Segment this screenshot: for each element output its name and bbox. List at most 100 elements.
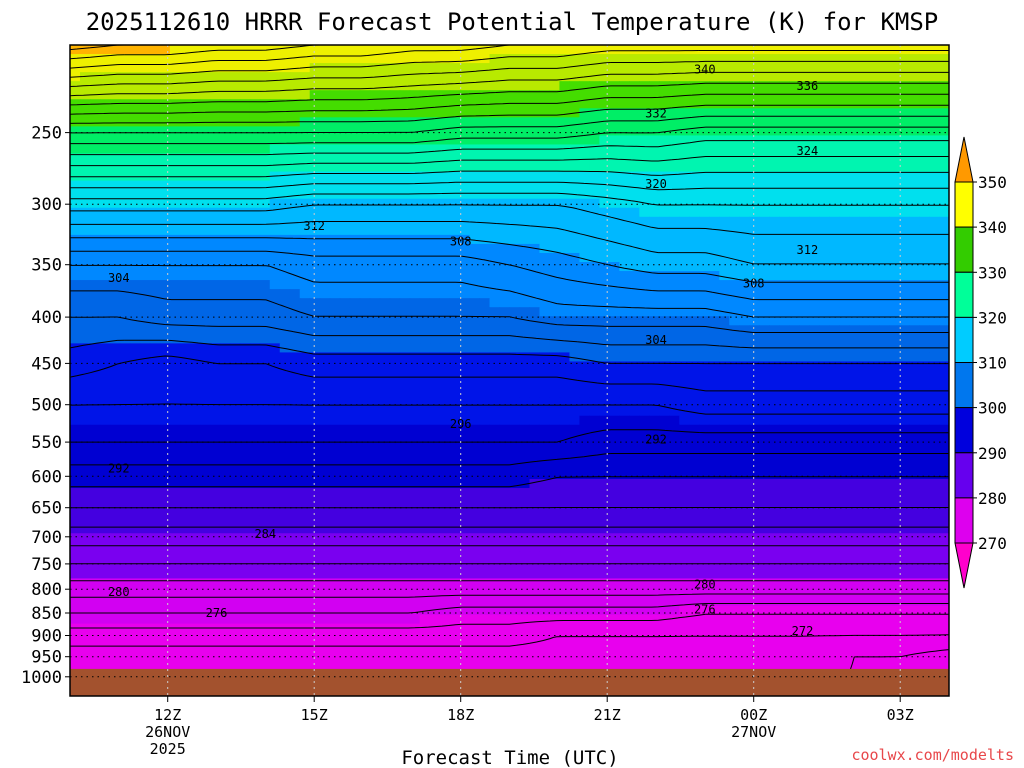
theta-fill-cell [209,144,221,155]
theta-fill-cell [939,90,949,100]
theta-fill-cell [639,542,650,552]
theta-fill-cell [659,406,670,417]
theta-fill-cell [799,180,810,191]
theta-fill-cell [779,361,790,372]
theta-fill-cell [229,460,241,471]
theta-fill-cell [419,551,431,561]
theta-fill-cell [649,289,660,299]
theta-fill-cell [199,451,211,462]
theta-fill-cell [789,397,800,408]
theta-fill-cell [829,216,840,227]
theta-fill-cell [469,207,481,218]
theta-fill-cell [399,479,411,489]
theta-fill-cell [99,506,111,516]
theta-fill-cell [469,216,481,227]
theta-fill-cell [779,325,790,335]
theta-fill-cell [229,515,241,525]
theta-fill-cell [309,234,321,245]
theta-fill-cell [669,334,680,344]
theta-fill-cell [249,415,261,426]
theta-fill-cell [639,397,650,408]
theta-fill-cell [309,271,321,281]
theta-fill-cell [859,370,870,381]
theta-fill-cell [119,144,131,155]
theta-fill-cell [939,388,949,399]
theta-fill-cell [579,45,591,55]
theta-fill-cell [489,343,501,354]
theta-fill-cell [939,424,949,435]
theta-fill-cell [909,234,920,245]
theta-fill-cell [229,497,241,507]
theta-fill-cell [489,72,501,82]
theta-fill-cell [579,442,591,453]
theta-fill-cell [129,280,141,290]
theta-fill-cell [569,388,581,399]
theta-fill-cell [259,126,271,137]
theta-fill-cell [199,243,211,254]
theta-fill-cell [869,397,880,408]
theta-fill-cell [879,298,890,308]
theta-fill-cell [449,325,461,335]
theta-fill-cell [669,460,680,471]
theta-fill-cell [149,334,161,344]
theta-fill-cell [619,451,630,462]
theta-fill-cell [829,460,840,471]
theta-fill-cell [709,243,720,254]
theta-fill-cell [509,479,521,489]
theta-fill-cell [889,289,900,299]
theta-fill-cell [359,207,371,218]
theta-fill-cell [499,515,511,525]
theta-fill-cell [929,243,940,254]
theta-fill-cell [869,334,880,344]
theta-fill-cell [299,207,311,218]
theta-fill-cell [899,406,910,417]
theta-fill-cell [99,81,111,91]
theta-fill-cell [199,153,211,164]
theta-fill-cell [329,542,341,552]
theta-fill-cell [489,289,501,299]
theta-fill-cell [439,533,451,543]
theta-fill-cell [629,144,640,155]
theta-fill-cell [509,126,521,137]
theta-fill-cell [79,262,91,272]
theta-fill-cell [379,171,391,182]
theta-fill-cell [419,271,431,281]
theta-fill-cell [849,298,860,308]
theta-fill-cell [679,515,690,525]
theta-fill-cell [219,81,231,91]
theta-fill-cell [419,325,431,335]
theta-fill-cell [709,479,720,489]
theta-fill-cell [819,424,830,435]
theta-fill-cell [879,225,890,236]
theta-fill-cell [689,451,700,462]
theta-fill-cell [419,533,431,543]
theta-fill-cell [249,225,261,236]
theta-fill-cell [779,460,790,471]
theta-fill-cell [109,99,121,109]
theta-fill-cell [439,171,451,182]
theta-fill-cell [739,433,750,444]
theta-fill-cell [169,451,181,462]
theta-fill-cell [939,108,949,118]
theta-fill-cell [139,189,151,200]
theta-fill-cell [679,135,690,146]
theta-fill-cell [289,533,301,543]
theta-fill-cell [719,153,730,164]
theta-fill-cell [919,479,930,489]
theta-fill-cell [189,361,201,372]
theta-fill-cell [749,216,760,227]
theta-fill-cell [609,370,620,381]
theta-fill-cell [709,225,720,236]
theta-fill-cell [679,289,690,299]
theta-fill-cell [889,225,900,236]
theta-fill-cell [329,370,341,381]
theta-fill-cell [579,289,591,299]
theta-fill-cell [719,424,730,435]
theta-fill-cell [169,388,181,399]
theta-fill-cell [819,379,830,390]
theta-fill-cell [779,243,790,254]
theta-fill-cell [859,63,870,73]
theta-fill-cell [389,99,401,109]
theta-fill-cell [789,469,800,480]
theta-fill-cell [109,234,121,245]
